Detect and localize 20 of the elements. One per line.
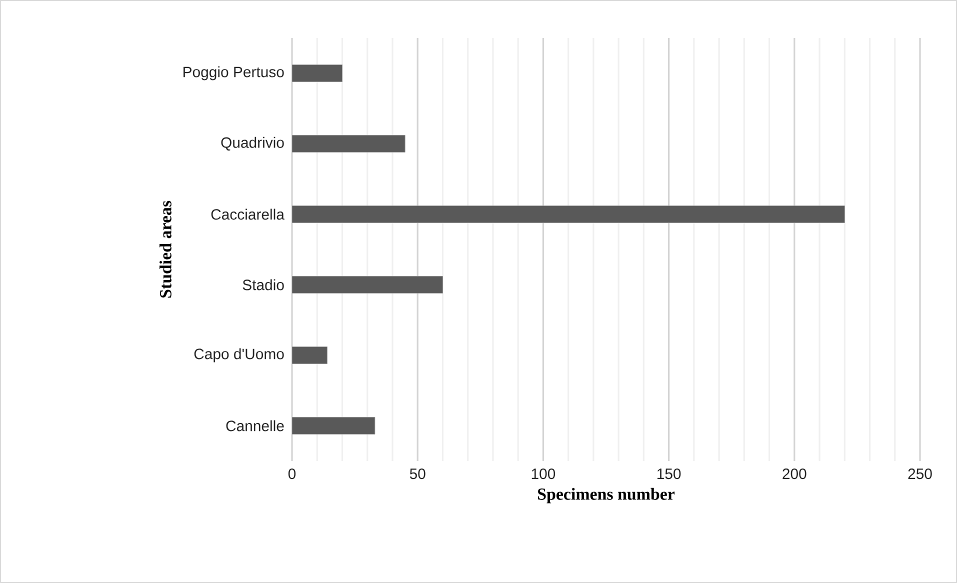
x-tick-label: 200	[782, 468, 806, 480]
x-tick-label: 150	[657, 468, 681, 480]
y-tick-label: Quadrivio	[221, 136, 284, 151]
y-tick-label: Stadio	[242, 279, 284, 290]
y-tick-label: Capo d'Uomo	[194, 348, 284, 362]
bar	[292, 346, 328, 364]
bar	[292, 416, 376, 434]
bar	[292, 134, 406, 152]
bar	[292, 205, 845, 223]
bar	[292, 64, 342, 82]
y-tick-label: Cacciarella	[211, 208, 284, 220]
y-axis-title: Studied areas	[160, 200, 172, 298]
bar	[292, 276, 443, 294]
y-tick-label: Poggio Pertuso	[184, 66, 284, 80]
x-tick-label: 250	[908, 468, 932, 480]
y-tick-label: Cannelle	[226, 420, 284, 432]
x-tick-label: 0	[288, 468, 296, 480]
x-tick-label: 100	[532, 468, 556, 480]
x-tick-label: 50	[410, 468, 426, 480]
x-axis-title: Specimens number	[538, 488, 675, 504]
